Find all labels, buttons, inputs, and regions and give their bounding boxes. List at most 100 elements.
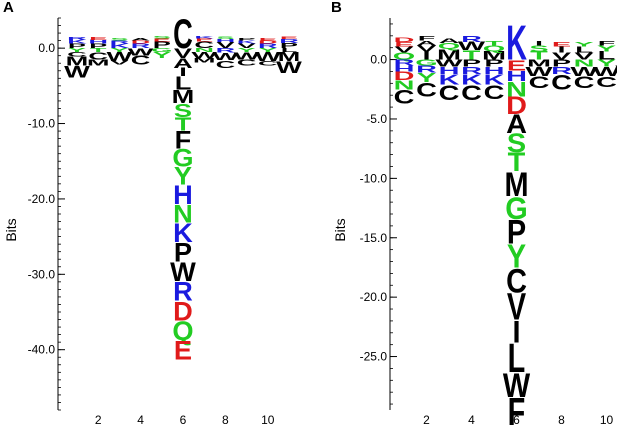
logo-letter-pos2-above0: P	[89, 43, 107, 50]
logo-letter-pos6-below11: N	[173, 199, 193, 228]
logo-letter-pos5-below0: P	[484, 58, 503, 69]
logo-letter-pos10-above2: F	[598, 40, 616, 47]
logo-letter-pos6-below4: A	[506, 109, 527, 139]
logo-letter-pos1-below2: D	[394, 69, 415, 82]
logo-letter-pos1-above2: R	[67, 36, 87, 41]
logo-letter-pos2-below0: G	[415, 58, 437, 67]
logo-letter-pos4-below0: P	[462, 58, 481, 69]
logo-letter-pos2-above1: H	[88, 39, 108, 45]
logo-letter-pos9-above2: P	[238, 38, 256, 42]
logo-letter-pos6-below10: H	[173, 179, 193, 210]
logo-letter-pos9-above0: V	[574, 50, 594, 61]
logo-letter-pos6-below3: D	[506, 92, 527, 120]
logo-letter-pos5-below3: C	[484, 82, 505, 104]
y-tick-label: 0.0	[370, 53, 387, 67]
logo-letter-pos2-above0: I	[422, 49, 430, 62]
logo-letter-pos11-above1: R	[279, 38, 299, 44]
logo-letter-pos4-below0: W	[128, 47, 154, 59]
logo-letter-pos6-below14: L	[508, 335, 526, 381]
logo-letter-pos8-above1: I	[557, 45, 565, 54]
logo-letter-pos1-above3: D	[394, 36, 415, 43]
logo-letter-pos7-above0: T	[530, 49, 548, 62]
logo-letter-pos1-below3: N	[394, 78, 415, 93]
logo-letter-pos5-above2: S	[153, 36, 171, 40]
logo-letter-pos9-below0: N	[574, 58, 595, 69]
logo-letter-pos3-above2: S	[110, 38, 128, 42]
logo-letter-pos4-above1: W	[458, 40, 486, 53]
logo-letter-pos1-below1: H	[394, 64, 415, 73]
logo-letter-pos9-above1: L	[575, 45, 593, 54]
logo-letter-pos4-below2: K	[461, 71, 482, 88]
logo-letter-pos3-below1: H	[439, 65, 460, 76]
logo-letter-pos1-below3: W	[64, 63, 90, 82]
logo-letter-pos3-below1: W	[107, 50, 133, 64]
x-tick-label: 8	[558, 413, 565, 425]
logo-letter-pos6-below4: M	[172, 86, 195, 107]
logo-letter-pos2-below3: C	[416, 80, 437, 102]
logo-letter-pos5-above2: T	[485, 40, 503, 47]
logo-letter-pos5-below1: H	[484, 65, 505, 76]
logo-letter-pos2-above2: E	[89, 36, 107, 41]
logo-letter-pos5-above1: Q	[483, 44, 505, 53]
logo-letter-pos6-above0: C	[173, 11, 193, 57]
logo-letter-pos1-below0: R	[394, 58, 415, 67]
logo-letter-pos9-below2: C	[574, 73, 595, 91]
logo-letter-pos8-above2: S	[216, 36, 234, 40]
logo-letter-pos2-below1: C	[88, 50, 108, 62]
logo-letter-pos3-above2: A	[439, 37, 460, 44]
logo-letter-pos10-below2: C	[258, 60, 278, 67]
logo-letter-pos11-above2: E	[280, 36, 298, 40]
logo-letter-pos5-below0: G	[151, 47, 172, 53]
logo-letter-pos11-below1: M	[278, 50, 301, 64]
y-tick-label: 0.0	[38, 41, 55, 55]
logo-letter-pos6-below17: Q	[172, 315, 193, 346]
logo-letter-pos7-above1: S	[529, 44, 548, 53]
logo-letter-pos1-below1: C	[67, 51, 87, 58]
logo-letter-pos6-below16: F	[508, 391, 526, 425]
logo-letter-pos10-below2: C	[596, 73, 617, 90]
logo-letter-pos1-above0: P	[68, 43, 86, 50]
logo-letter-pos9-above2: Y	[574, 41, 593, 48]
logo-letter-pos4-above0: R	[131, 43, 151, 50]
logo-letter-pos11-below2: W	[276, 58, 302, 77]
logo-letter-pos5-below1: Y	[153, 51, 172, 60]
logo-letter-pos9-below1: W	[570, 64, 598, 79]
logo-letter-pos4-below1: R	[461, 65, 482, 76]
logo-letter-pos7-below0: N	[194, 47, 214, 53]
logo-letter-pos7-below2: C	[529, 73, 550, 91]
logo-letter-pos6-below13: P	[174, 236, 192, 267]
x-tick-label: 2	[423, 413, 430, 425]
logo-letter-pos3-above0: K	[110, 43, 131, 50]
logo-letter-pos6-below7: M	[504, 165, 528, 204]
logo-letter-pos5-below2: K	[484, 71, 505, 88]
logo-letter-pos8-below2: C	[551, 71, 572, 95]
logo-letter-pos3-below0: Y	[110, 47, 128, 53]
logo-letter-pos8-above1: H	[216, 38, 236, 43]
logo-letter-pos7-above0: C	[194, 40, 214, 50]
logo-letter-pos10-above1: D	[258, 40, 278, 45]
y-tick-label: -10.0	[28, 117, 56, 131]
logo-letter-pos8-below2: C	[216, 59, 236, 71]
logo-letter-pos6-below0: E	[507, 57, 526, 74]
logo-letter-pos8-below0: R	[216, 47, 236, 54]
logo-letter-pos3-above1: R	[110, 40, 130, 45]
logo-letter-pos9-above0: V	[238, 43, 257, 50]
logo-letter-pos4-above1: D	[131, 40, 151, 45]
logo-letter-pos8-above0: V	[552, 50, 572, 61]
logo-letter-pos6-below7: F	[175, 125, 192, 154]
logo-letter-pos10-above1: Y	[597, 44, 616, 53]
logo-letter-pos8-below0: P	[552, 58, 571, 69]
y-tick-label: -30.0	[28, 267, 56, 281]
logo-letter-pos4-below3: C	[461, 81, 482, 105]
logo-letter-pos6-below12: V	[507, 286, 527, 329]
logo-letter-pos5-above1: E	[153, 38, 171, 43]
logo-letter-pos9-below2: C	[237, 58, 257, 67]
logo-letter-pos6-below14: W	[170, 256, 196, 287]
logo-letter-pos6-below1: A	[173, 56, 193, 71]
logo-letter-pos10-below1: W	[255, 50, 281, 64]
logo-letter-pos6-below9: P	[507, 212, 526, 251]
x-tick-label: 6	[513, 413, 520, 425]
logo-letter-pos3-below3: C	[439, 81, 460, 105]
logo-letter-pos4-above0: T	[463, 48, 481, 63]
logo-letter-pos6-below15: R	[173, 276, 193, 307]
